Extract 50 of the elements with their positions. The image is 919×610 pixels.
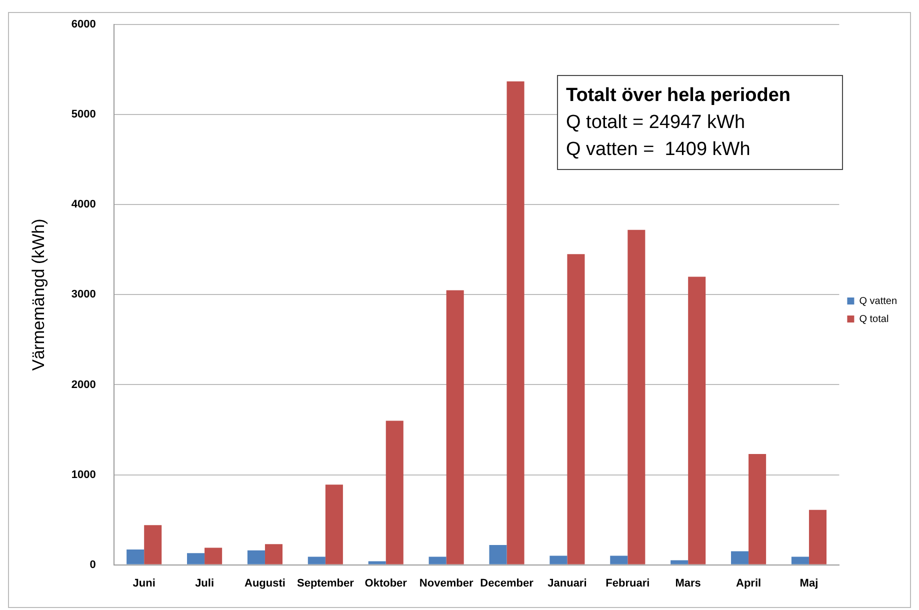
bar (264, 544, 283, 564)
bar (187, 553, 205, 564)
bar (428, 556, 446, 564)
bar (808, 510, 827, 564)
note-box: Totalt över hela perioden Q totalt = 24947 kWh Q vatten = 1409 kWh (557, 75, 843, 170)
x-tick-label: December (480, 577, 534, 590)
x-tick-label: Mars (675, 577, 701, 590)
bar (368, 561, 386, 564)
bar (386, 420, 404, 564)
bar (731, 551, 749, 564)
bar (670, 560, 688, 564)
x-tick-label: Oktober (364, 577, 408, 590)
annotation: Q totalt = 24947 kWh (566, 111, 746, 135)
bar (446, 290, 464, 564)
x-tick-label: Juli (195, 577, 214, 590)
annotation: Q vatten = 1409 kWh (566, 138, 752, 162)
x-tick-label: Januari (548, 577, 587, 590)
bar (204, 548, 222, 564)
bar (688, 276, 706, 564)
y-tick-label: 3000 (71, 288, 96, 301)
bar (325, 484, 343, 564)
legend-label: Q total (859, 314, 889, 325)
legend-label: Q vatten (859, 296, 898, 307)
bar (144, 525, 162, 564)
bar (550, 556, 568, 564)
y-axis-title: Värmemängd (kWh) (28, 218, 48, 371)
x-tick-label: April (736, 577, 762, 590)
bar (506, 81, 524, 564)
bar (308, 556, 326, 564)
y-tick-label: 2000 (71, 378, 96, 391)
bar (247, 550, 265, 564)
annotation: Totalt över hela perioden (566, 84, 792, 108)
x-tick-label: Maj (800, 577, 818, 590)
x-tick-label: Augusti (244, 577, 286, 590)
bar (489, 544, 507, 564)
x-tick-label: Juni (132, 577, 156, 590)
y-tick-label: 6000 (71, 18, 96, 31)
bar (791, 556, 809, 564)
x-tick-label: September (296, 577, 355, 590)
y-tick-label: 4000 (71, 198, 96, 211)
bar (610, 556, 628, 564)
x-tick-label: November (419, 577, 474, 590)
bar (748, 454, 766, 564)
bar (126, 549, 144, 564)
bar (628, 230, 646, 564)
y-tick-label: 5000 (71, 108, 96, 121)
y-tick-label: 1000 (71, 468, 96, 481)
y-tick-label: 0 (90, 558, 96, 571)
bar (567, 254, 585, 564)
x-tick-label: Februari (606, 577, 650, 590)
